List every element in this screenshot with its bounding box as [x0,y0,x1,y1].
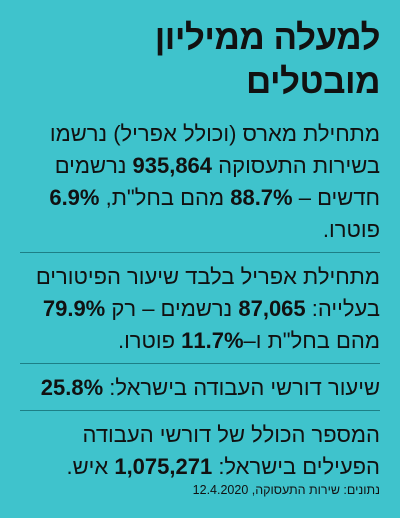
registrants-count: 935,864 [132,153,213,178]
april-furlough-percent: 79.9% [42,296,106,321]
divider [20,252,380,253]
furlough-percent: 88.7% [230,185,293,210]
stat-new-registrants: מתחילת מארס (וכולל אפריל) נרשמו בשירות ה… [49,121,380,242]
fired-percent: 6.9% [49,185,100,210]
april-registrants-count: 87,065 [238,296,306,321]
divider [20,363,380,364]
divider [20,410,380,411]
stat-job-seekers-rate: שיעור דורשי העבודה בישראל: 25.8% [40,375,380,400]
source-note: נתונים: שירות התעסוקה, 12.4.2020 [192,483,380,497]
total-job-seekers: 1,075,271 [114,454,213,479]
stat-april-layoffs: מתחילת אפריל בלבד שיעור הפיטורים בעלייה:… [35,264,380,353]
april-fired-percent: 11.7% [181,328,244,353]
stat-total-job-seekers: המספר הכולל של דורשי העבודה הפעילים בישר… [66,422,381,479]
job-seekers-rate: 25.8% [40,375,104,400]
headline: למעלה ממיליון מובטלים [154,18,381,101]
